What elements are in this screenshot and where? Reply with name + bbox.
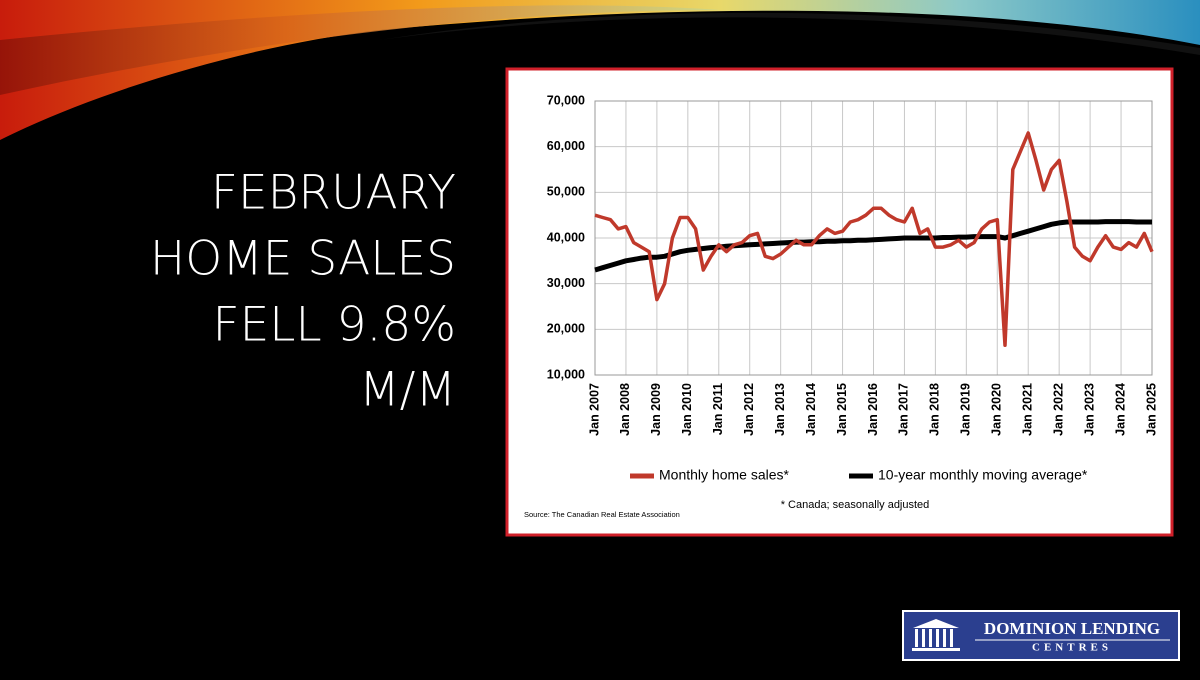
slide-title: M/M [359,363,456,418]
series-line [594,219,1152,273]
x-tick-label: Jan 2010 [680,383,694,436]
swoosh-line [380,12,1200,55]
y-tick-label: 20,000 [547,322,585,336]
logo-icon [912,619,960,651]
slide-title: FEBRUARY [211,166,456,221]
chart-note: * Canada; seasonally adjusted [781,499,930,511]
x-tick-label: Jan 2017 [897,383,911,436]
x-tick-label: Jan 2008 [618,383,632,436]
x-tick-label: Jan 2024 [1113,383,1127,436]
logo-text: DOMINION LENDING [984,619,1160,638]
x-tick-label: Jan 2019 [959,383,973,436]
legend-label: Monthly home sales* [659,467,790,483]
x-tick-label: Jan 2012 [742,383,756,436]
chart-source: Source: The Canadian Real Estate Associa… [524,510,680,519]
y-tick-label: 50,000 [547,185,585,199]
x-tick-label: Jan 2007 [587,383,601,436]
x-tick-label: Jan 2015 [835,383,849,436]
slide-title: HOME SALES [150,232,456,287]
chart: 10,000 20,000 30,000 40,000 50,000 60,000 70,0… [547,93,1159,482]
y-tick-label: 60,000 [547,139,585,153]
slide-title: FELL 9.8% [213,298,456,353]
x-tick-label: Jan 2020 [990,383,1004,436]
y-tick-label: 40,000 [547,230,585,244]
swoosh [0,5,720,95]
x-tick-label: Jan 2009 [649,383,663,436]
x-tick-label: Jan 2022 [1051,383,1065,436]
y-tick-label: 30,000 [547,276,585,290]
series-line [594,131,1154,348]
x-tick-label: Jan 2013 [773,383,787,436]
x-tick-label: Jan 2014 [804,383,818,436]
plot-border [594,100,1153,376]
x-tick-label: Jan 2025 [1144,383,1158,436]
logo [902,610,1180,661]
y-tick-label: 70,000 [547,93,585,107]
logo-text: CENTRES [1032,642,1112,654]
y-tick-label: 10,000 [547,367,585,381]
x-tick-label: Jan 2018 [928,383,942,436]
legend-label: 10-year monthly moving average* [878,467,1088,483]
x-tick-label: Jan 2021 [1021,383,1035,436]
chart-frame [505,67,1174,537]
x-tick-label: Jan 2011 [711,383,725,435]
x-tick-label: Jan 2023 [1082,383,1096,436]
x-tick-label: Jan 2016 [866,383,880,436]
